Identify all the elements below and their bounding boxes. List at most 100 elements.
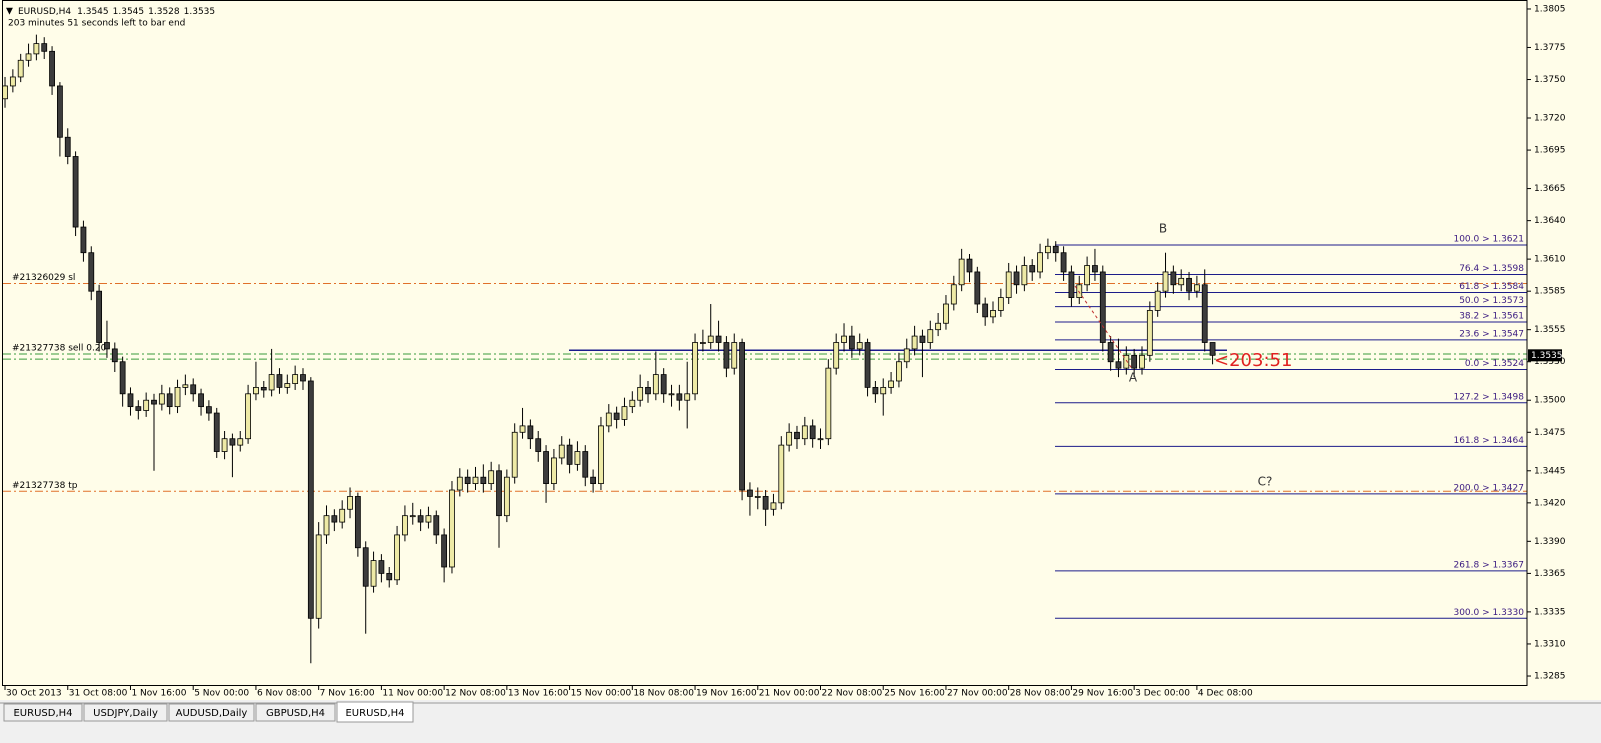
candle-body bbox=[660, 374, 667, 395]
y-tick-label: 1.3390 bbox=[1534, 537, 1566, 547]
candle-body bbox=[96, 290, 103, 343]
candle-body bbox=[253, 386, 259, 395]
candle-body bbox=[213, 412, 220, 452]
x-tick-label: 7 Nov 16:00 bbox=[320, 689, 375, 699]
tab-shape[interactable] bbox=[83, 703, 168, 722]
collapse-arrow[interactable]: ▼ bbox=[6, 7, 13, 17]
tab[interactable]: AUDUSD,Daily bbox=[168, 703, 255, 722]
tab[interactable]: GBPUSD,H4 bbox=[255, 703, 336, 722]
candle-body bbox=[629, 399, 636, 408]
annotation: A bbox=[1129, 371, 1138, 385]
y-tick-label: 1.3445 bbox=[1534, 466, 1566, 476]
x-tick-label: 18 Nov 08:00 bbox=[633, 689, 694, 699]
candle-body bbox=[990, 310, 996, 318]
fib-label: 61.8 > 1.3584 bbox=[1459, 282, 1524, 292]
tab[interactable]: EURUSD,H4 bbox=[3, 703, 83, 722]
tab-label[interactable]: USDJPY,Daily bbox=[93, 708, 158, 719]
plot-frame bbox=[2, 0, 1528, 686]
candle-body bbox=[1029, 265, 1036, 273]
tab[interactable]: EURUSD,H4 bbox=[336, 701, 414, 723]
x-tick-label: 28 Nov 08:00 bbox=[1010, 689, 1071, 699]
candle-body bbox=[1092, 265, 1098, 273]
x-tick-label: 19 Nov 16:00 bbox=[696, 689, 757, 699]
candle-body bbox=[1178, 277, 1185, 286]
candle-body bbox=[1154, 290, 1161, 311]
tab-shape[interactable] bbox=[3, 703, 83, 722]
y-tick-label: 1.3310 bbox=[1534, 639, 1566, 649]
candle-body bbox=[119, 361, 126, 395]
candle-body bbox=[245, 393, 251, 440]
candle-body bbox=[9, 76, 16, 87]
tab-label[interactable]: EURUSD,H4 bbox=[345, 708, 404, 719]
candle-body bbox=[566, 444, 573, 465]
candle-body bbox=[1162, 271, 1169, 292]
candle-body bbox=[198, 393, 204, 408]
candle-body bbox=[1060, 252, 1067, 273]
candle-body bbox=[958, 258, 965, 286]
candle-body bbox=[1068, 271, 1075, 299]
candle-body bbox=[801, 425, 808, 440]
y-tick-label: 1.3720 bbox=[1534, 114, 1566, 124]
x-tick-label: 22 Nov 08:00 bbox=[822, 689, 883, 699]
candle-body bbox=[1201, 284, 1208, 343]
candle-body bbox=[943, 303, 949, 324]
candle-body bbox=[519, 425, 526, 433]
candle-body bbox=[315, 534, 322, 619]
candle-body bbox=[503, 476, 510, 517]
candle-body bbox=[339, 508, 346, 523]
x-tick-label: 31 Oct 08:00 bbox=[69, 689, 128, 699]
y-tick-label: 1.3530 bbox=[1534, 357, 1566, 367]
x-tick-label: 29 Nov 16:00 bbox=[1072, 689, 1133, 699]
candle-body bbox=[880, 386, 887, 395]
x-tick-label: 27 Nov 00:00 bbox=[947, 689, 1008, 699]
candle-body bbox=[778, 444, 785, 504]
candle-body bbox=[347, 496, 353, 510]
candle-body bbox=[935, 322, 942, 331]
candle-body bbox=[307, 380, 314, 619]
candle-body bbox=[143, 399, 150, 411]
candle-body bbox=[25, 53, 32, 61]
order-label: #21327738 sell 0.20 bbox=[12, 344, 107, 354]
tab-shape[interactable] bbox=[168, 703, 255, 722]
candle-body bbox=[872, 386, 879, 395]
x-tick-label: 12 Nov 08:00 bbox=[445, 689, 506, 699]
annotation: B bbox=[1159, 222, 1167, 236]
y-tick-label: 1.3555 bbox=[1534, 325, 1566, 335]
candle-body bbox=[104, 342, 110, 350]
candle-body bbox=[472, 476, 479, 485]
candle-body bbox=[127, 393, 134, 408]
candle-body bbox=[229, 438, 236, 446]
candle-body bbox=[57, 85, 63, 138]
candle-body bbox=[723, 342, 730, 369]
x-tick-label: 15 Nov 00:00 bbox=[571, 689, 632, 699]
y-tick-label: 1.3475 bbox=[1534, 428, 1566, 438]
candle-body bbox=[64, 136, 71, 157]
fib-label: 0.0 > 1.3524 bbox=[1465, 359, 1524, 369]
candle-body bbox=[684, 393, 691, 401]
candle-body bbox=[221, 438, 228, 452]
x-tick-label: 1 Nov 16:00 bbox=[131, 689, 186, 699]
tab-label[interactable]: AUDUSD,Daily bbox=[176, 708, 248, 719]
tab[interactable]: USDJPY,Daily bbox=[83, 703, 168, 722]
candle-body bbox=[190, 384, 197, 395]
candle-body bbox=[1139, 354, 1145, 369]
tab-label[interactable]: GBPUSD,H4 bbox=[266, 708, 325, 719]
candle-body bbox=[166, 393, 173, 408]
tab-shape[interactable] bbox=[336, 701, 414, 723]
candle-body bbox=[598, 425, 604, 485]
candle-body bbox=[205, 406, 212, 414]
tab-bar: EURUSD,H4 USDJPY,Daily AUDUSD,Daily GBPUSD,… bbox=[0, 701, 1601, 723]
candle-body bbox=[80, 226, 87, 254]
candle-body bbox=[417, 515, 424, 523]
tab-label[interactable]: EURUSD,H4 bbox=[13, 708, 72, 719]
candle-body bbox=[527, 425, 534, 440]
candle-body bbox=[449, 489, 455, 568]
candle-body bbox=[1021, 265, 1028, 286]
tab-shape[interactable] bbox=[255, 703, 336, 722]
axis-layer: 1.3805 1.3775 1.3750 1.3720 1.3695 1.3665 1.36… bbox=[2, 0, 1566, 699]
candle-body bbox=[535, 438, 542, 452]
candle-body bbox=[331, 515, 338, 523]
wave-line bbox=[1074, 285, 1134, 371]
candle-body bbox=[809, 425, 816, 440]
